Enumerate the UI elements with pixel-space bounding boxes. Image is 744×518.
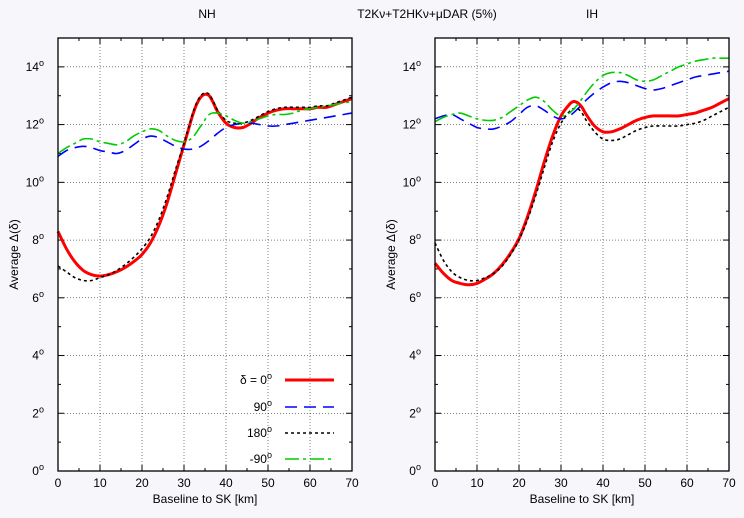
y-tick-number: 12 [403, 118, 417, 132]
figure-title: T2Kν+T2HKν+μDAR (5%) [357, 7, 497, 21]
y-tick-number: 0 [32, 464, 39, 478]
legend-name: -90 [250, 452, 268, 466]
y-tick-label: 2o [409, 404, 421, 420]
x-tick-label: 30 [554, 476, 568, 490]
legend-name: 180 [247, 426, 267, 440]
panel-title: NH [198, 7, 215, 21]
y-tick-number: 14 [26, 60, 40, 74]
y-tick-unit: o [416, 58, 421, 68]
legend-label: 180o [247, 424, 272, 440]
x-axis-label: Baseline to SK [km] [153, 492, 258, 506]
legend-name: 90 [254, 400, 268, 414]
x-tick-label: 0 [55, 476, 62, 490]
x-tick-label: 30 [177, 476, 191, 490]
y-tick-number: 10 [403, 175, 417, 189]
y-tick-number: 2 [409, 406, 416, 420]
y-tick-unit: o [39, 347, 44, 357]
legend-name: δ = 0 [240, 373, 267, 387]
legend-label: 90o [254, 398, 272, 414]
plot-frame [57, 37, 353, 472]
y-tick-number: 12 [26, 118, 40, 132]
y-axis-label: Average Δ(δ) [7, 219, 21, 290]
plot-area [58, 38, 352, 471]
y-tick-unit: o [416, 173, 421, 183]
y-tick-label: 0o [32, 462, 44, 478]
y-tick-label: 8o [32, 231, 44, 247]
y-tick-unit: o [416, 116, 421, 126]
y-tick-unit: o [416, 404, 421, 414]
series-line-0-3 [57, 100, 353, 155]
y-tick-label: 12o [403, 116, 421, 132]
y-tick-label: 8o [409, 231, 421, 247]
y-tick-label: 14o [26, 58, 44, 74]
y-tick-unit: o [39, 231, 44, 241]
x-tick-label: 70 [722, 476, 736, 490]
y-tick-number: 8 [32, 233, 39, 247]
legend-label: -90o [250, 450, 272, 466]
y-tick-label: 0o [409, 462, 421, 478]
y-tick-label: 4o [409, 347, 421, 363]
y-tick-unit: o [416, 347, 421, 357]
plot-area [435, 38, 729, 471]
y-tick-label: 14o [403, 58, 421, 74]
series-line-0-1 [57, 112, 353, 158]
y-tick-number: 4 [32, 349, 39, 363]
x-tick-label: 50 [261, 476, 275, 490]
y-tick-label: 10o [403, 173, 421, 189]
y-tick-number: 6 [409, 291, 416, 305]
y-tick-unit: o [416, 231, 421, 241]
x-tick-label: 70 [345, 476, 359, 490]
y-tick-number: 8 [409, 233, 416, 247]
y-tick-label: 4o [32, 347, 44, 363]
x-tick-label: 50 [638, 476, 652, 490]
series-line-1-1 [434, 70, 730, 130]
y-tick-number: 6 [32, 291, 39, 305]
y-tick-number: 2 [32, 406, 39, 420]
series-line-0-2 [57, 91, 353, 282]
x-tick-label: 60 [680, 476, 694, 490]
y-tick-unit: o [416, 289, 421, 299]
y-tick-number: 10 [26, 175, 40, 189]
y-tick-unit: o [39, 289, 44, 299]
y-tick-unit: o [39, 58, 44, 68]
y-tick-unit: o [39, 116, 44, 126]
y-tick-number: 14 [403, 60, 417, 74]
x-tick-label: 40 [596, 476, 610, 490]
x-tick-label: 10 [470, 476, 484, 490]
legend-unit: o [267, 450, 272, 460]
legend-unit: o [267, 424, 272, 434]
y-tick-label: 10o [26, 173, 44, 189]
y-tick-unit: o [39, 173, 44, 183]
x-tick-label: 20 [135, 476, 149, 490]
legend-unit: o [267, 398, 272, 408]
panel-nh: 0 10 20 30 40 50 60 700o2o4o6o8o10o12o14oNHBase… [7, 7, 359, 506]
series-line-1-2 [434, 106, 730, 282]
y-tick-label: 12o [26, 116, 44, 132]
series-line-1-3 [434, 57, 729, 123]
y-tick-unit: o [39, 404, 44, 414]
x-tick-label: 10 [93, 476, 107, 490]
series-line-1-0 [433, 97, 730, 287]
series-line-0-0 [56, 92, 353, 278]
y-tick-number: 4 [409, 349, 416, 363]
y-tick-unit: o [39, 462, 44, 472]
x-tick-label: 40 [219, 476, 233, 490]
x-tick-label: 60 [303, 476, 317, 490]
y-tick-number: 0 [409, 464, 416, 478]
x-tick-label: 0 [432, 476, 439, 490]
y-tick-label: 6o [32, 289, 44, 305]
legend-unit: o [267, 371, 272, 381]
y-tick-label: 2o [32, 404, 44, 420]
plot-frame [434, 37, 730, 472]
x-axis-label: Baseline to SK [km] [530, 492, 635, 506]
panel-title: IH [586, 7, 598, 21]
y-tick-label: 6o [409, 289, 421, 305]
y-axis-label: Average Δ(δ) [384, 219, 398, 290]
legend-label: δ = 0o [240, 371, 272, 387]
panel-ih: 0 10 20 30 40 50 60 700o2o4o6o8o10o12o14oIHBase… [384, 7, 736, 506]
y-tick-unit: o [416, 462, 421, 472]
x-tick-label: 20 [512, 476, 526, 490]
